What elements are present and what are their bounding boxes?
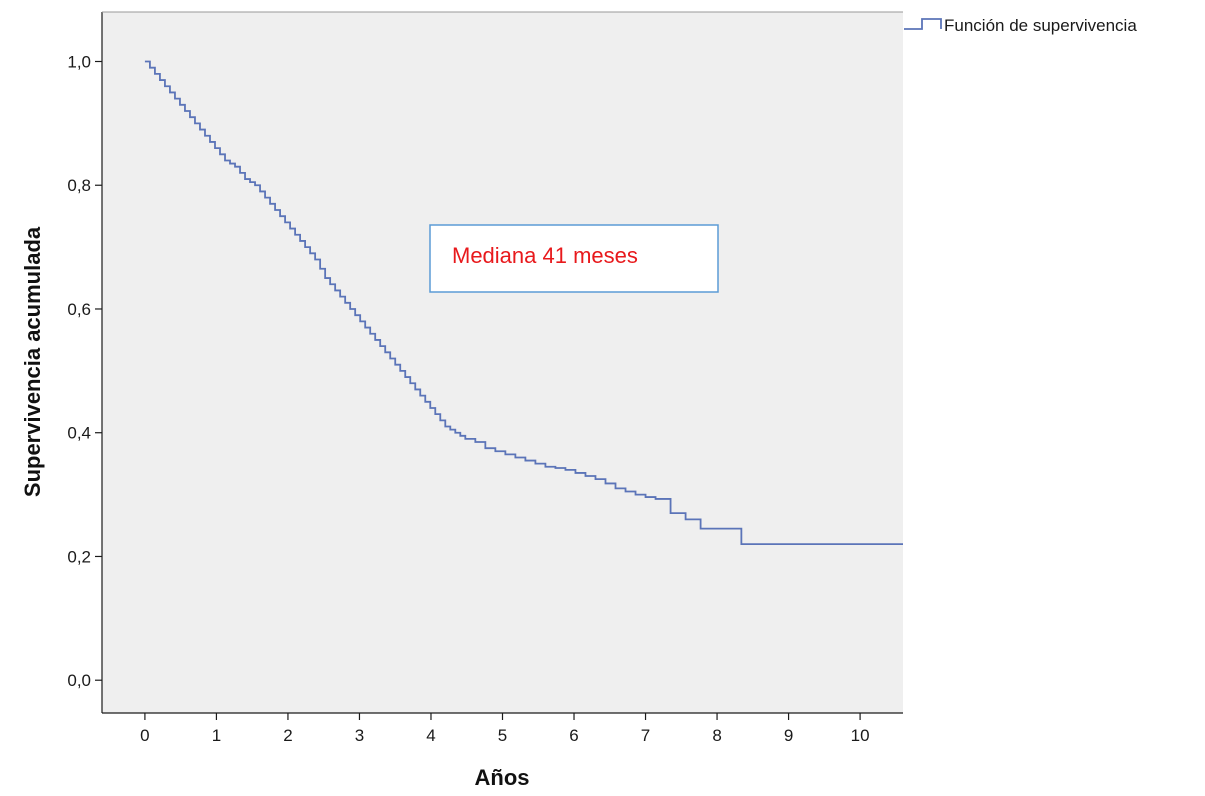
x-tick-label: 8 <box>712 726 721 745</box>
x-tick-label: 6 <box>569 726 578 745</box>
plot-area <box>102 12 903 713</box>
y-tick-label: 1,0 <box>67 52 91 71</box>
x-tick-label: 10 <box>851 726 870 745</box>
x-tick-label: 0 <box>140 726 149 745</box>
x-tick-label: 2 <box>283 726 292 745</box>
x-tick-label: 3 <box>355 726 364 745</box>
y-tick-label: 0,0 <box>67 671 91 690</box>
x-tick-label: 5 <box>498 726 507 745</box>
x-tick-label: 7 <box>641 726 650 745</box>
x-tick-label: 1 <box>212 726 221 745</box>
y-tick-label: 0,8 <box>67 176 91 195</box>
legend-step-swatch <box>904 18 942 30</box>
y-axis-title: Supervivencia acumulada <box>20 226 45 497</box>
legend-label: Función de supervivencia <box>944 16 1137 35</box>
series-layer <box>144 60 903 545</box>
legend: Función de supervivencia <box>904 16 1137 35</box>
survival-curve-line <box>144 60 903 545</box>
annotation-box <box>429 224 719 293</box>
x-axis-title: Años <box>475 765 530 790</box>
x-axis-ticks: 0 1 2 3 4 5 6 7 8 9 10 <box>140 713 870 745</box>
x-tick-label: 4 <box>426 726 435 745</box>
y-tick-label: 0,4 <box>67 424 91 443</box>
y-tick-label: 0,6 <box>67 300 91 319</box>
median-annotation: Mediana 41 meses <box>429 224 719 293</box>
y-tick-label: 0,2 <box>67 547 91 566</box>
annotation-text: Mediana 41 meses <box>452 243 638 268</box>
x-tick-label: 9 <box>784 726 793 745</box>
y-axis-ticks: 0,0 0,2 0,4 0,6 0,8 1,0 <box>67 52 102 690</box>
